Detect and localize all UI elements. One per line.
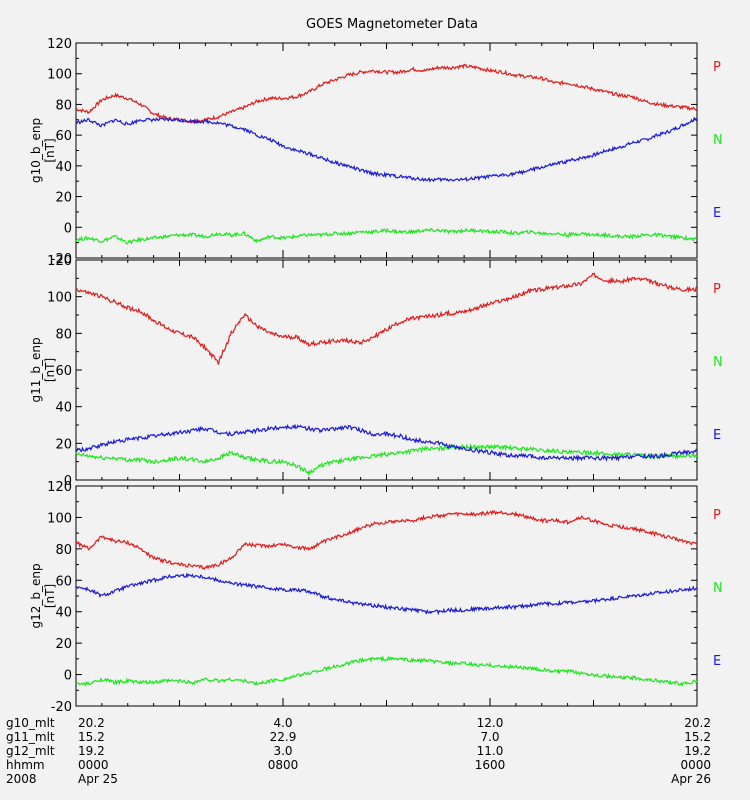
- series-line-N: [75, 227, 698, 245]
- x-tick-value: 19.2: [78, 744, 105, 758]
- y-tick-label: 120: [47, 480, 72, 495]
- y-axis-units: [nT]: [43, 138, 57, 162]
- legend-P: P: [713, 60, 721, 75]
- x-tick-value: 7.0: [480, 730, 499, 744]
- y-tick-label: 60: [55, 129, 72, 144]
- y-tick-label: 0: [64, 669, 72, 684]
- y-axis-units: [nT]: [43, 358, 57, 382]
- y-tick-label: 20: [55, 437, 72, 452]
- x-tick-value: 0000: [680, 758, 711, 772]
- y-tick-label: 60: [55, 364, 72, 379]
- x-tick-value: 11.0: [477, 744, 504, 758]
- y-tick-label: 80: [55, 98, 72, 113]
- y-tick-label: 60: [55, 574, 72, 589]
- legend-E: E: [713, 206, 721, 221]
- y-tick-label: 20: [55, 637, 72, 652]
- y-tick-label: 20: [55, 191, 72, 206]
- y-axis-label: g12_b_enp: [29, 563, 43, 628]
- x-tick-value: 15.2: [78, 730, 105, 744]
- legend-P: P: [713, 508, 721, 523]
- x-row-label: g11_mlt: [6, 730, 55, 744]
- x-tick-value: 20.2: [78, 716, 105, 730]
- y-tick-label: 120: [47, 254, 72, 269]
- x-tick-value: 3.0: [273, 744, 292, 758]
- series-line-P: [75, 509, 698, 570]
- x-tick-value: 0800: [268, 758, 299, 772]
- legend-N: N: [713, 581, 723, 596]
- y-tick-label: 120: [47, 37, 72, 52]
- y-tick-label: 40: [55, 401, 72, 416]
- series-line-N: [75, 443, 698, 477]
- y-tick-label: 40: [55, 606, 72, 621]
- x-tick-value: 0000: [78, 758, 109, 772]
- legend-E: E: [713, 428, 721, 443]
- x-tick-value: 15.2: [684, 730, 711, 744]
- x-tick-value: 22.9: [270, 730, 297, 744]
- y-tick-label: 40: [55, 160, 72, 175]
- series-line-N: [75, 655, 698, 688]
- series-line-P: [75, 63, 698, 124]
- y-tick-label: 0: [64, 221, 72, 236]
- chart-title: GOES Magnetometer Data: [306, 17, 478, 32]
- y-axis-label: g11_b_enp: [29, 337, 43, 402]
- y-tick-label: 100: [47, 291, 72, 306]
- panel-1: -20 0 20 40 60 80 100 120 g10_b_enp [nT] P N E: [29, 37, 723, 267]
- legend-E: E: [713, 654, 721, 669]
- y-tick-label: 100: [47, 68, 72, 83]
- series-line-E: [75, 116, 698, 183]
- panel-3: -20 0 20 40 60 80 100 120 g12_b_enp [nT] P N E: [29, 480, 723, 715]
- x-tick-value: 20.2: [684, 716, 711, 730]
- y-tick-label: 80: [55, 543, 72, 558]
- legend-N: N: [713, 133, 723, 148]
- x-tick-value: Apr 26: [671, 772, 711, 786]
- series-line-E: [75, 572, 698, 616]
- panel-frame: [75, 485, 698, 707]
- x-row-label: g12_mlt: [6, 744, 55, 758]
- series-line-P: [75, 272, 698, 365]
- y-tick-label: 80: [55, 327, 72, 342]
- legend-P: P: [713, 282, 721, 297]
- series-line-E: [75, 423, 698, 463]
- x-row-label: g10_mlt: [6, 716, 55, 730]
- y-tick-label: 0: [64, 474, 72, 489]
- y-tick-label: -20: [51, 700, 72, 715]
- y-axis-label: g10_b_enp: [29, 118, 43, 183]
- y-tick-label: -20: [51, 252, 72, 267]
- x-row-label: hhmm: [6, 758, 45, 772]
- x-tick-value: 4.0: [273, 716, 292, 730]
- y-tick-label: 100: [47, 511, 72, 526]
- x-tick-value: 1600: [475, 758, 506, 772]
- x-tick-value: 12.0: [477, 716, 504, 730]
- x-tick-value: Apr 25: [78, 772, 118, 786]
- legend-N: N: [713, 355, 723, 370]
- panel-frame: [75, 259, 698, 481]
- x-row-label: 2008: [6, 772, 37, 786]
- y-axis-units: [nT]: [43, 584, 57, 608]
- panel-2: 0 20 40 60 80 100 120 g11_b_enp [nT] P N E: [29, 254, 723, 489]
- x-tick-value: 19.2: [684, 744, 711, 758]
